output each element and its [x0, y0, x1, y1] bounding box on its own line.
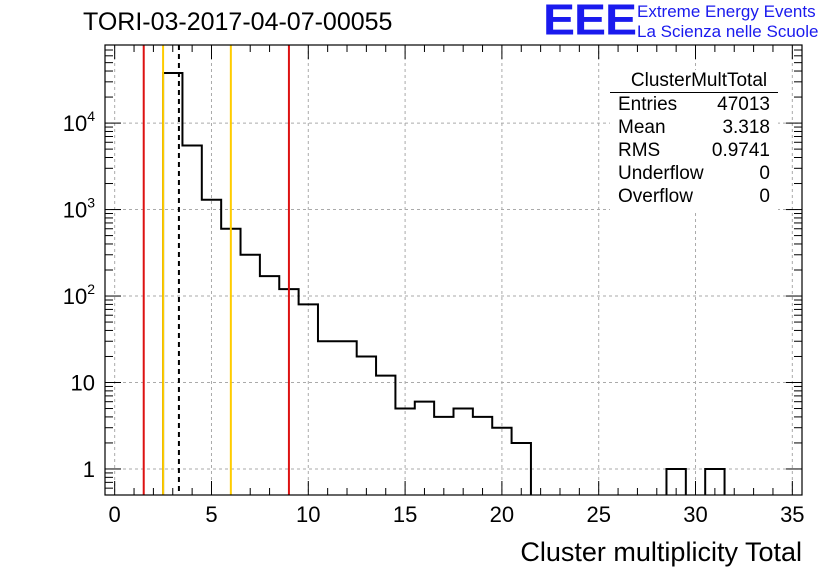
y-tick-label: 10: [71, 371, 95, 396]
x-tick-label: 15: [393, 502, 417, 527]
x-tick-label: 35: [780, 502, 804, 527]
stats-key: Entries: [618, 93, 677, 116]
x-tick-label: 25: [586, 502, 610, 527]
x-axis-label: Cluster multiplicity Total: [520, 537, 802, 567]
stats-title: ClusterMultTotal: [610, 70, 778, 93]
stats-key: RMS: [618, 139, 660, 162]
chart-title: TORI-03-2017-04-07-00055: [83, 8, 392, 37]
y-tick-label: 103: [63, 195, 95, 223]
y-tick-label: 102: [63, 281, 95, 309]
eee-logo: EEE Extreme Energy Events La Scienza nel…: [543, 0, 833, 48]
x-tick-label: 5: [205, 502, 217, 527]
stats-key: Overflow: [618, 185, 693, 208]
y-tick-label: 1: [83, 457, 95, 482]
y-tick-label: 104: [63, 108, 95, 136]
stats-key: Mean: [618, 116, 666, 139]
stats-row: Underflow 0: [610, 162, 778, 185]
stats-value: 47013: [717, 93, 770, 116]
x-tick-label: 30: [683, 502, 707, 527]
stats-value: 0.9741: [712, 139, 770, 162]
x-tick-label: 0: [109, 502, 121, 527]
stats-row: Entries 47013: [610, 93, 778, 116]
logo-mark: EEE: [543, 0, 636, 46]
stats-row: Overflow 0: [610, 185, 778, 208]
stats-row: RMS 0.9741: [610, 139, 778, 162]
stats-key: Underflow: [618, 162, 704, 185]
histogram-outline: [163, 73, 531, 495]
x-tick-label: 20: [490, 502, 514, 527]
stats-value: 3.318: [722, 116, 770, 139]
x-tick-label: 10: [296, 502, 320, 527]
logo-line-1: Extreme Energy Events: [637, 2, 816, 22]
stats-box: ClusterMultTotal Entries 47013 Mean 3.31…: [610, 70, 778, 210]
logo-line-2: La Scienza nelle Scuole: [637, 22, 818, 42]
stats-row: Mean 3.318: [610, 116, 778, 139]
stats-value: 0: [759, 185, 770, 208]
stats-value: 0: [759, 162, 770, 185]
